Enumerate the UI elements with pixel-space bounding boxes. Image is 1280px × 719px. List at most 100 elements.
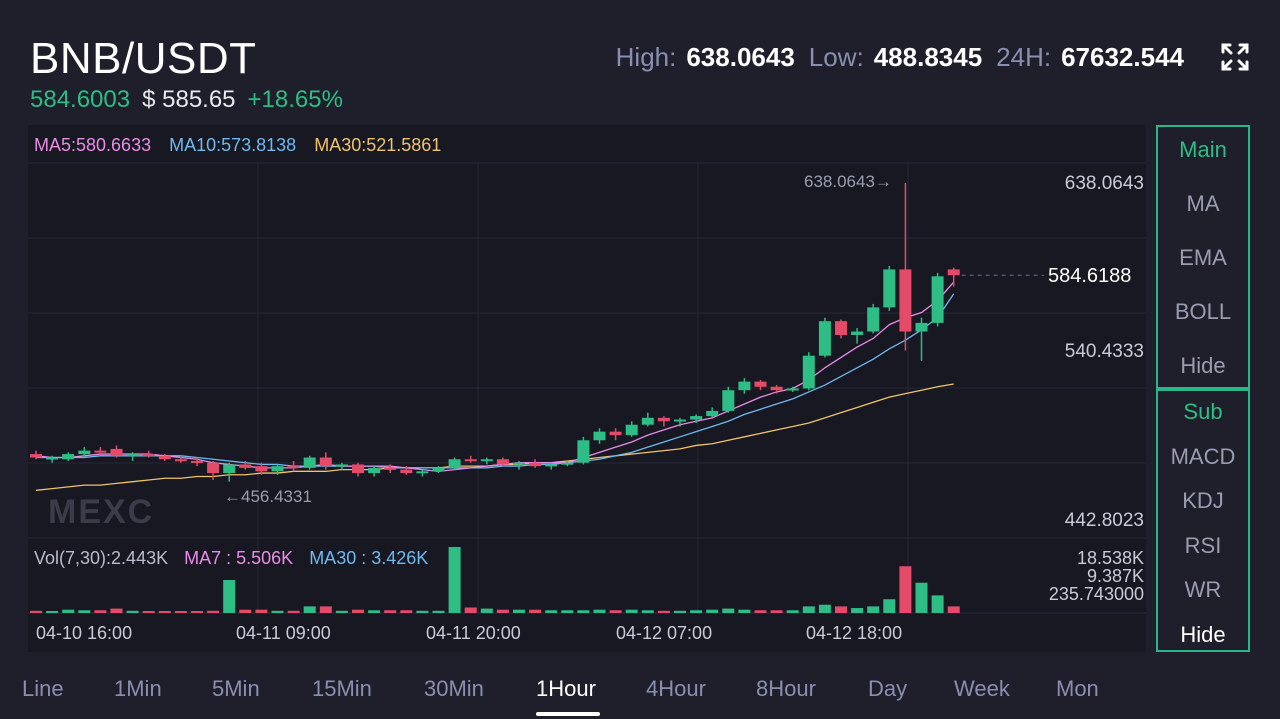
candle-body: [915, 322, 928, 332]
volume-bar: [513, 609, 525, 613]
volume-bar: [754, 610, 767, 613]
y-tick-high: 638.0643: [1064, 173, 1144, 194]
ma5-line: [35, 281, 955, 472]
boll-option[interactable]: BOLL: [1174, 299, 1232, 324]
volume-bar: [239, 609, 252, 613]
ma-option[interactable]: MA: [1186, 191, 1220, 216]
tab-4hour[interactable]: 4Hour: [646, 676, 706, 701]
price-change: +18.65%: [247, 86, 343, 113]
volume-legend: Vol(7,30):2.443K MA7 : 5.506K MA30 : 3.4…: [34, 548, 428, 569]
high-value: 638.0643: [686, 42, 795, 72]
volume-bar: [126, 610, 139, 613]
tab-line[interactable]: Line: [22, 676, 64, 701]
candle-body: [786, 388, 799, 391]
candle-body: [400, 469, 413, 474]
volume-bar: [352, 609, 364, 613]
last-price: 584.6003: [30, 86, 131, 113]
tab-week[interactable]: Week: [954, 676, 1010, 701]
tab-day[interactable]: Day: [868, 676, 908, 701]
x-tick: 04-11 09:00: [236, 623, 331, 643]
tab-5min[interactable]: 5Min: [212, 676, 260, 701]
kdj-option[interactable]: KDJ: [1182, 488, 1224, 513]
volume-bar: [625, 609, 638, 613]
vol-tick-1: 18.538K: [1076, 548, 1144, 568]
volume-bar: [851, 608, 864, 613]
candle-body: [947, 269, 960, 276]
candle-body: [62, 454, 75, 460]
volume-bar: [368, 610, 381, 613]
candle-body: [110, 448, 123, 456]
vol-tick-3: 235.743000: [1048, 584, 1144, 604]
volume-bar: [545, 610, 558, 613]
hide-sub-option[interactable]: Hide: [1180, 622, 1226, 647]
candle-body: [513, 462, 525, 465]
volume-bar: [335, 610, 348, 613]
candle-body: [78, 450, 91, 455]
volume-bar: [593, 609, 606, 613]
tab-30min[interactable]: 30Min: [424, 676, 484, 701]
tab-1hour[interactable]: 1Hour: [536, 676, 596, 701]
candle-body: [335, 464, 348, 467]
candle-body: [545, 464, 558, 467]
volume-bar: [174, 611, 187, 613]
candle-body: [303, 457, 316, 468]
wr-option[interactable]: WR: [1184, 577, 1222, 602]
macd-option[interactable]: MACD: [1170, 444, 1236, 469]
candle-body: [754, 381, 767, 387]
candle-body: [94, 450, 107, 453]
candle-body: [384, 467, 397, 470]
candle-body: [690, 416, 703, 420]
candle-body: [657, 417, 670, 422]
volume-bar: [818, 604, 831, 613]
candle-body: [722, 390, 735, 411]
ema-option[interactable]: EMA: [1179, 245, 1227, 270]
volume-bar: [706, 609, 719, 613]
candle-body: [239, 464, 252, 468]
h24-value: 67632.544: [1061, 42, 1184, 72]
rsi-option[interactable]: RSI: [1184, 533, 1222, 558]
tab-8hour[interactable]: 8Hour: [756, 676, 816, 701]
candle-body: [851, 331, 864, 335]
volume-bar: [158, 611, 171, 613]
candle-body: [480, 459, 493, 462]
main-tab[interactable]: Main: [1179, 137, 1227, 162]
candle-body: [593, 431, 606, 441]
tab-mon[interactable]: Mon: [1056, 676, 1099, 701]
volume-bar: [899, 566, 912, 613]
candle-body: [931, 276, 944, 323]
volume-bar: [529, 609, 542, 613]
chart-area[interactable]: MEXC MA5:580.6633 MA10:573.8138 MA30:521…: [28, 125, 1146, 652]
candle-body: [899, 269, 912, 332]
volume-bar: [690, 610, 703, 613]
y-tick-mid: 540.4333: [1064, 341, 1144, 362]
candlestick-chart[interactable]: [28, 125, 1146, 652]
candle-body: [706, 410, 719, 417]
tab-1min[interactable]: 1Min: [114, 676, 162, 701]
expand-icon[interactable]: [1220, 42, 1250, 72]
volume-bar: [931, 595, 944, 613]
volume-bar: [448, 546, 461, 613]
vol-ma7: MA7 : 5.506K: [184, 548, 294, 568]
candle-body: [158, 455, 171, 460]
sub-indicator-panel: Sub MACD KDJ RSI WR Hide: [1156, 389, 1250, 652]
volume-bar: [30, 610, 42, 613]
hide-main-option[interactable]: Hide: [1180, 353, 1226, 378]
volume-bar: [271, 610, 284, 613]
sub-tab[interactable]: Sub: [1183, 399, 1223, 424]
x-tick: 04-12 18:00: [806, 623, 903, 643]
volume-bar: [191, 611, 203, 613]
volume-bar: [722, 608, 735, 613]
volume-bar: [400, 610, 413, 613]
volume-bar: [883, 599, 896, 613]
candle-body: [609, 431, 622, 436]
volume-bar: [867, 606, 880, 613]
volume-bar: [657, 610, 670, 613]
volume-bar: [255, 609, 268, 613]
candle-body: [496, 459, 509, 465]
volume-bar: [561, 610, 574, 613]
high-marker: 638.0643→: [804, 172, 892, 191]
current-price-tag: 584.6188: [1048, 265, 1132, 287]
tab-15min[interactable]: 15Min: [312, 676, 372, 701]
candle-body: [464, 459, 477, 462]
candle-body: [287, 466, 300, 469]
